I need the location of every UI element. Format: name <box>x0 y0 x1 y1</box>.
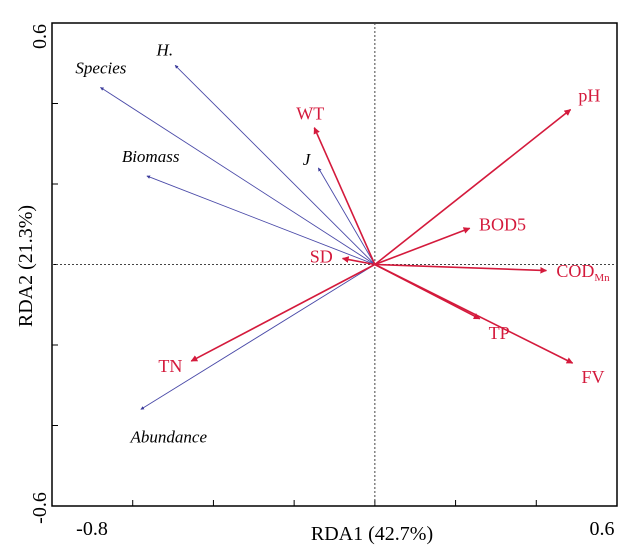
environment-arrow-bod5 <box>374 227 471 266</box>
environment-label-tn: TN <box>158 356 182 376</box>
response-label-biomass: Biomass <box>122 147 180 166</box>
response-label-species: Species <box>75 58 126 77</box>
environment-arrows <box>190 108 574 364</box>
response-arrow-species <box>100 87 376 265</box>
environment-arrow-wt <box>313 127 376 265</box>
y-tick-min: -0.6 <box>29 492 51 524</box>
environment-label-fv: FV <box>582 367 605 387</box>
response-arrow-abundance <box>140 264 376 410</box>
environment-label-codmn: CODMn <box>556 261 610 284</box>
y-axis-label: RDA2 (21.3%) <box>15 205 37 327</box>
response-labels: H. Species Biomass J Abundance <box>75 40 311 446</box>
response-arrows <box>100 64 376 410</box>
environment-label-wt: WT <box>296 104 324 124</box>
environment-label-tp: TP <box>489 323 510 343</box>
environment-arrow-cod <box>374 263 548 274</box>
x-tick-max: 0.6 <box>590 518 615 540</box>
response-label-j: J <box>303 150 312 169</box>
environment-label-ph: pH <box>578 86 600 106</box>
environment-label-bod5: BOD5 <box>479 215 526 235</box>
environment-label-subscript: Mn <box>594 272 610 284</box>
response-label-abundance: Abundance <box>130 427 208 446</box>
environment-label-sd: SD <box>310 247 333 267</box>
y-tick-max: 0.6 <box>29 24 51 49</box>
environment-arrow-tn <box>190 263 376 362</box>
environment-arrow-fv <box>374 263 574 364</box>
x-tick-min: -0.8 <box>76 518 108 540</box>
environment-arrow-sd <box>341 256 376 266</box>
response-arrow-h <box>174 64 376 265</box>
response-arrow-j <box>317 167 376 265</box>
response-label-h: H. <box>156 40 174 59</box>
environment-labels: pH WT BOD5 SD CODMn TP TN FV <box>158 86 610 388</box>
environment-arrow-ph <box>374 108 572 266</box>
x-axis-label: RDA1 (42.7%) <box>311 523 433 545</box>
response-arrow-biomass <box>146 175 376 265</box>
